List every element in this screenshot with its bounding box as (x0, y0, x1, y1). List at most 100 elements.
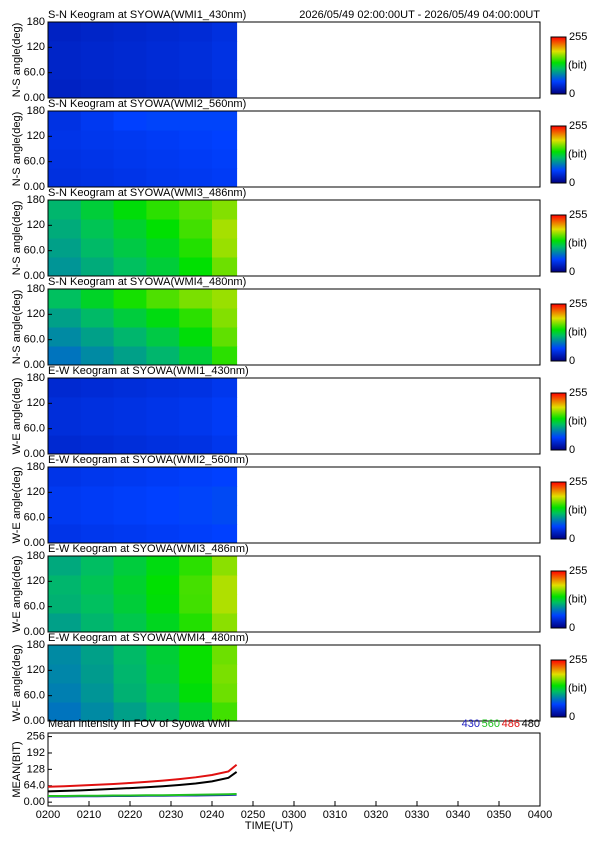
keogram-cell (146, 41, 180, 61)
colorbar-tick-label: 0 (569, 266, 575, 278)
keogram-cell (80, 130, 115, 150)
x-tick-label: 0220 (118, 809, 142, 821)
keogram-cell (80, 575, 115, 595)
keogram-cell (179, 130, 213, 150)
panel-title: E-W Keogram at SYOWA(WMI2_560nm) (48, 454, 249, 466)
x-tick-label: 0340 (446, 809, 470, 821)
colorbar (550, 481, 567, 540)
keogram-cell (146, 575, 180, 595)
keogram-cell (113, 346, 147, 366)
keogram-cell (146, 130, 180, 150)
keogram-cell (48, 346, 82, 366)
keogram-cell (113, 168, 147, 188)
x-tick-label: 0350 (487, 809, 511, 821)
y-tick-label: 0.00 (24, 796, 45, 808)
plot-frame (47, 199, 541, 277)
keogram-cell (80, 79, 115, 99)
keogram-cell (113, 645, 147, 665)
colorbar-tick-label: 0 (569, 444, 575, 456)
keogram-cell (146, 378, 180, 398)
y-axis-label: N-S angle(deg) (11, 201, 23, 276)
colorbar-label: (bit) (568, 593, 587, 605)
plot-frame (47, 288, 541, 366)
keogram-cell (80, 219, 115, 239)
y-axis-label: N-S angle(deg) (11, 112, 23, 187)
keogram-cell (48, 308, 82, 328)
keogram-cell (146, 22, 180, 42)
plot-frame (47, 466, 541, 544)
x-tick-label: 0250 (241, 809, 265, 821)
y-tick-label: 180 (27, 639, 45, 651)
colorbar (550, 125, 567, 184)
keogram-cell (80, 308, 115, 328)
series-line (48, 792, 237, 798)
x-tick-label: 0310 (323, 809, 347, 821)
keogram-cell (48, 79, 82, 99)
colorbar-label: (bit) (568, 682, 587, 694)
colorbar-tick-label: 255 (569, 654, 587, 666)
y-tick-label: 120 (27, 219, 45, 231)
keogram-cell (146, 308, 180, 328)
colorbar-tick-label: 255 (569, 209, 587, 221)
keogram-cell (48, 289, 82, 309)
keogram-cell (179, 683, 213, 703)
keogram-cell (113, 238, 147, 258)
keogram-cell (212, 702, 238, 722)
keogram-cell (48, 41, 82, 61)
keogram-cell (113, 308, 147, 328)
keogram-cell (113, 664, 147, 684)
keogram-cell (48, 702, 82, 722)
y-tick-label: 120 (27, 41, 45, 53)
y-tick-label: 0.00 (24, 92, 45, 104)
keogram-cell (48, 486, 82, 506)
keogram-cell (48, 60, 82, 80)
keogram-cell (113, 149, 147, 169)
colorbar-tick-label: 0 (569, 711, 575, 723)
keogram-cell (212, 613, 238, 633)
keogram-cell (80, 168, 115, 188)
keogram-cell (146, 327, 180, 347)
y-tick-label: 192 (27, 747, 45, 759)
keogram-cell (48, 327, 82, 347)
keogram-cell (212, 435, 238, 455)
keogram-cell (212, 378, 238, 398)
keogram-cell (179, 149, 213, 169)
keogram-cell (179, 308, 213, 328)
keogram-cell (113, 397, 147, 417)
keogram-cell (113, 524, 147, 544)
keogram-cell (80, 683, 115, 703)
keogram-cell (48, 613, 82, 633)
y-tick-label: 60.0 (24, 423, 45, 435)
y-tick-label: 120 (27, 308, 45, 320)
y-tick-label: 0.00 (24, 448, 45, 460)
y-tick-label: 0.00 (24, 359, 45, 371)
plot-frame (47, 110, 541, 188)
keogram-cell (146, 289, 180, 309)
keogram-cell (113, 416, 147, 436)
keogram-cell (212, 289, 238, 309)
colorbar-tick-label: 0 (569, 88, 575, 100)
keogram-cell (48, 22, 82, 42)
keogram-cell (146, 683, 180, 703)
colorbar (550, 303, 567, 362)
keogram-cell (48, 664, 82, 684)
colorbar (550, 214, 567, 273)
keogram-cell (48, 575, 82, 595)
keogram-cell (80, 594, 115, 614)
keogram-cell (80, 556, 115, 576)
keogram-cell (48, 200, 82, 220)
keogram-cell (113, 79, 147, 99)
series-line (47, 771, 238, 793)
plot-frame (47, 21, 541, 99)
plot-frame (47, 555, 541, 633)
keogram-cell (212, 111, 238, 131)
keogram-cell (212, 416, 238, 436)
colorbar-label: (bit) (568, 504, 587, 516)
y-tick-label: 180 (27, 283, 45, 295)
time-range: 2026/05/49 02:00:00UT - 2026/05/49 04:00… (299, 9, 540, 21)
y-axis-label: W-E angle(deg) (11, 378, 23, 455)
keogram-cell (179, 238, 213, 258)
keogram-cell (179, 664, 213, 684)
colorbar-label: (bit) (568, 148, 587, 160)
